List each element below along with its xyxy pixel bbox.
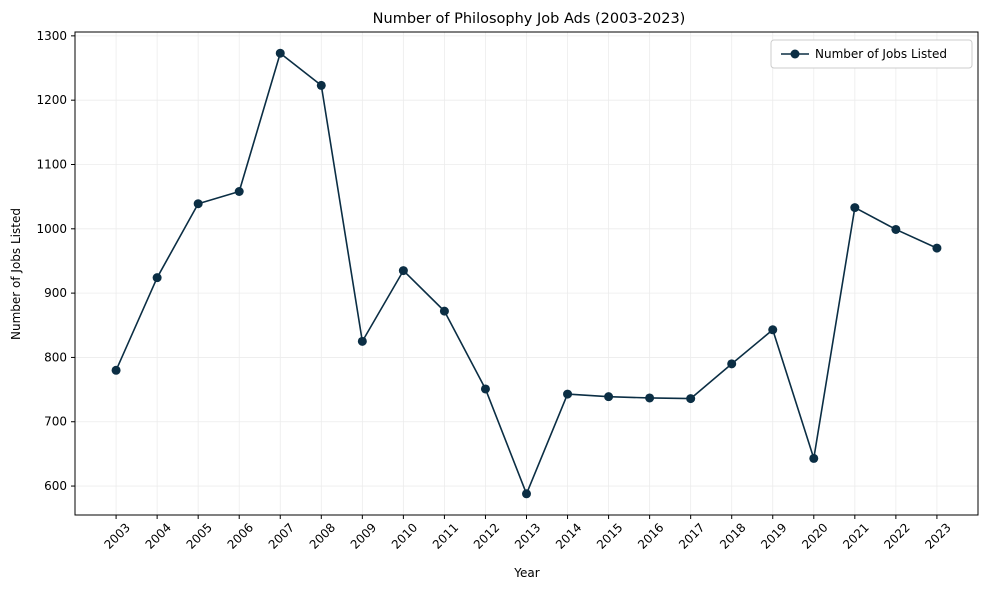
x-tick-label: 2021	[840, 520, 871, 551]
data-point-2005	[193, 199, 203, 209]
x-tick-label: 2009	[348, 520, 379, 551]
data-point-2017	[686, 394, 696, 404]
y-tick-label: 1100	[36, 157, 67, 171]
y-axis-title: Number of Jobs Listed	[9, 208, 23, 340]
y-tick-label: 1000	[36, 222, 67, 236]
x-tick-label: 2004	[143, 520, 174, 551]
series-jobs-listed	[111, 48, 942, 499]
x-axis: 2003 2004 2005 2006 2007 2008 2009 2010 2011 2012…	[102, 515, 954, 552]
y-tick-label: 1300	[36, 29, 67, 43]
legend-box	[770, 39, 973, 69]
data-point-2022	[891, 224, 901, 234]
data-point-2014	[563, 389, 573, 399]
y-tick-label: 900	[44, 286, 67, 300]
data-point-2020	[809, 453, 819, 463]
grid-lines	[75, 32, 978, 515]
x-tick-label: 2008	[307, 520, 338, 551]
legend-marker-swatch	[790, 49, 800, 59]
x-tick-label: 2014	[553, 520, 584, 551]
x-tick-label: 2010	[389, 520, 420, 551]
x-tick-label: 2013	[512, 520, 543, 551]
y-tick-label: 600	[44, 479, 67, 493]
data-point-2008	[316, 80, 326, 90]
y-tick-label: 800	[44, 350, 67, 364]
x-tick-label: 2007	[266, 520, 297, 551]
x-tick-label: 2023	[922, 520, 953, 551]
data-point-2010	[398, 266, 408, 276]
x-tick-label: 2020	[799, 520, 830, 551]
data-point-2018	[727, 359, 737, 369]
data-point-2004	[152, 273, 162, 283]
chart-title: Number of Philosophy Job Ads (2003-2023)	[373, 11, 686, 27]
data-point-2012	[480, 384, 490, 394]
x-tick-label: 2018	[717, 520, 748, 551]
x-axis-title: Year	[513, 566, 539, 580]
data-point-2011	[439, 306, 449, 316]
data-point-2019	[768, 325, 778, 335]
x-tick-label: 2019	[758, 520, 789, 551]
legend-label: Number of Jobs Listed	[815, 47, 947, 61]
y-tick-label: 700	[44, 415, 67, 429]
x-tick-label: 2022	[881, 520, 912, 551]
x-tick-label: 2015	[594, 520, 625, 551]
y-axis: 600 700 800 900 1000 1100 1200 1300	[36, 29, 75, 493]
x-tick-label: 2011	[430, 520, 461, 551]
data-point-2007	[275, 48, 285, 58]
x-tick-label: 2017	[676, 520, 707, 551]
x-tick-label: 2005	[184, 520, 215, 551]
legend: Number of Jobs Listed	[770, 39, 973, 69]
data-point-2009	[357, 336, 367, 346]
x-tick-label: 2006	[225, 520, 256, 551]
y-tick-label: 1200	[36, 93, 67, 107]
data-point-2023	[932, 243, 942, 253]
data-point-2015	[604, 392, 614, 402]
x-tick-label: 2012	[471, 520, 502, 551]
data-point-2003	[111, 365, 121, 375]
x-tick-label: 2016	[635, 520, 666, 551]
x-tick-label: 2003	[102, 520, 133, 551]
data-point-2021	[850, 203, 860, 213]
data-point-2006	[234, 186, 244, 196]
data-point-2016	[645, 393, 655, 403]
data-point-2013	[522, 489, 531, 499]
